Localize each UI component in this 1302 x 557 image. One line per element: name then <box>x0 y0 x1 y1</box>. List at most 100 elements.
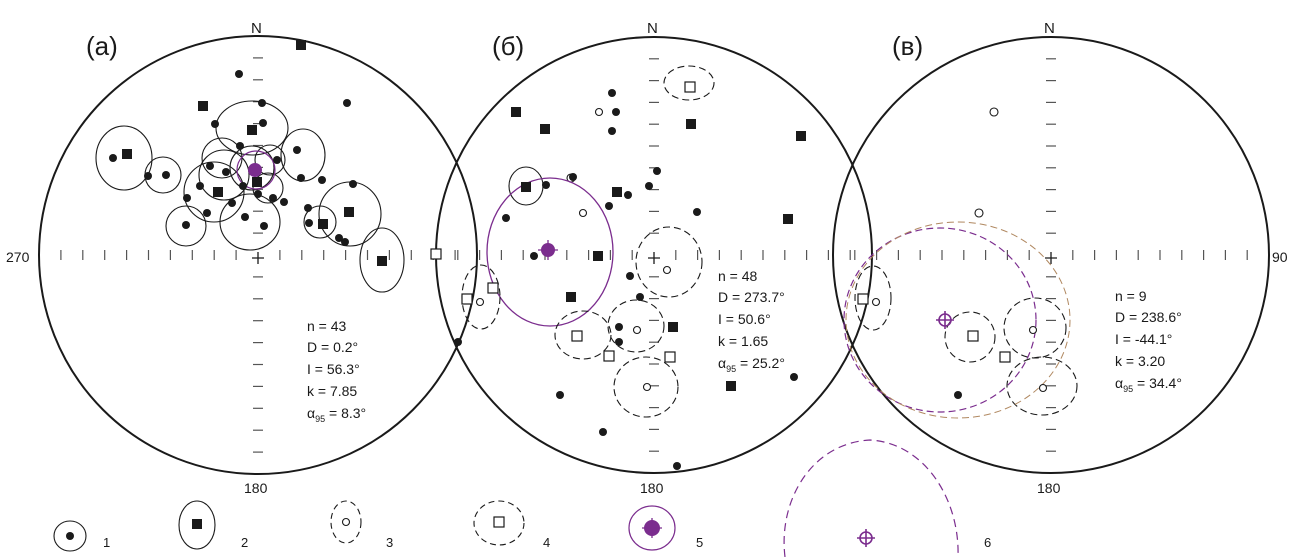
stats-a-k: k = 7.85 <box>307 383 357 399</box>
legend-item-4: 4 <box>473 500 550 550</box>
data-dot <box>335 234 343 242</box>
data-dot <box>280 198 288 206</box>
legend-num-1: 1 <box>103 535 110 550</box>
stats-a-n: n = 43 <box>307 318 347 334</box>
data-square <box>521 182 531 192</box>
stats-a-i: I = 56.3° <box>307 361 360 377</box>
legend-num-2: 2 <box>241 535 248 550</box>
data-dot <box>645 182 653 190</box>
stats-c-d: D = 238.6° <box>1115 309 1182 325</box>
data-dot <box>241 213 249 221</box>
data-dot <box>673 462 681 470</box>
south-label-c: 180 <box>1037 480 1061 496</box>
open-circle <box>594 107 604 117</box>
stereonet-c-circle <box>832 36 1270 474</box>
data-dot <box>653 167 661 175</box>
stats-b-n: n = 48 <box>718 268 758 284</box>
south-label-b: 180 <box>640 480 664 496</box>
panel-b-squares <box>511 107 806 391</box>
data-dot <box>790 373 798 381</box>
data-square <box>726 381 736 391</box>
confidence-circle <box>198 149 250 201</box>
center-cross-b <box>648 252 660 264</box>
confidence-circle <box>229 145 275 191</box>
data-dot <box>318 176 326 184</box>
center-cross-c <box>1045 252 1057 264</box>
data-dot <box>626 272 634 280</box>
data-dot <box>624 191 632 199</box>
data-dot <box>693 208 701 216</box>
data-square <box>252 177 262 187</box>
panel-c-open-squares <box>857 293 1011 363</box>
data-square <box>377 256 387 266</box>
data-dot <box>502 214 510 222</box>
data-dot <box>269 194 277 202</box>
open-square <box>967 330 979 342</box>
alpha-sub: 95 <box>315 414 325 424</box>
data-dot <box>222 168 230 176</box>
data-square <box>566 292 576 302</box>
stereonet-b-ticks <box>457 58 851 452</box>
data-square <box>122 149 132 159</box>
panel-a-dots <box>109 70 357 246</box>
data-square <box>198 101 208 111</box>
center-crosses <box>252 252 1057 264</box>
north-label-b: N <box>647 20 658 37</box>
confidence-circle <box>183 161 245 223</box>
legend-num-5: 5 <box>696 535 703 550</box>
data-dot <box>183 194 191 202</box>
south-label-a: 180 <box>244 480 268 496</box>
data-dot <box>556 391 564 399</box>
data-dot <box>228 199 236 207</box>
open-square <box>571 330 583 342</box>
data-dot <box>636 293 644 301</box>
data-dot <box>341 238 349 246</box>
mean-confidence-circle-c-outer <box>845 221 1071 419</box>
confidence-circle <box>165 205 207 247</box>
confidence-circle <box>219 193 281 251</box>
data-dot <box>305 219 313 227</box>
open-circle <box>632 325 642 335</box>
confidence-circle <box>359 227 405 293</box>
data-square <box>296 40 306 50</box>
data-dot <box>530 252 538 260</box>
mean-direction-marker <box>248 163 262 177</box>
stats-c-k: k = 3.20 <box>1115 353 1165 369</box>
data-square <box>686 119 696 129</box>
panel-b-open-squares <box>430 81 696 363</box>
north-label-a: N <box>251 20 262 37</box>
data-dot <box>343 99 351 107</box>
data-dot <box>109 154 117 162</box>
legend-item-6: 6 <box>783 439 991 557</box>
legend-item-2: 2 <box>178 500 248 550</box>
data-dot <box>569 173 577 181</box>
alpha-value: = 25.2° <box>736 355 785 371</box>
panel-a-label: (а) <box>86 31 118 61</box>
open-square <box>430 248 442 260</box>
data-dot <box>203 209 211 217</box>
stats-b-i: I = 50.6° <box>718 311 771 327</box>
data-dot <box>349 180 357 188</box>
open-circle <box>642 382 652 392</box>
data-dot <box>608 89 616 97</box>
data-dot <box>236 142 244 150</box>
legend-num-4: 4 <box>543 535 550 550</box>
stats-c-alpha: α95 = 34.4° <box>1115 375 1182 394</box>
confidence-circle-dashed <box>1006 356 1078 416</box>
panel-a-data <box>95 100 405 293</box>
open-square <box>857 293 869 305</box>
center-cross-a <box>252 252 264 264</box>
confidence-circle-dashed <box>613 356 679 418</box>
mean-confidence-circle-c <box>843 227 1037 413</box>
open-square <box>461 293 473 305</box>
data-dot <box>259 119 267 127</box>
mean-confidence-circle <box>486 177 614 327</box>
legend: 1 2 3 4 5 6 <box>53 439 991 557</box>
data-dot <box>260 222 268 230</box>
panel-b-label: (б) <box>492 31 524 61</box>
confidence-circle <box>95 125 153 191</box>
stats-b-alpha: α95 = 25.2° <box>718 355 785 374</box>
confidence-circle <box>254 144 286 176</box>
data-dot <box>608 127 616 135</box>
data-square <box>318 219 328 229</box>
